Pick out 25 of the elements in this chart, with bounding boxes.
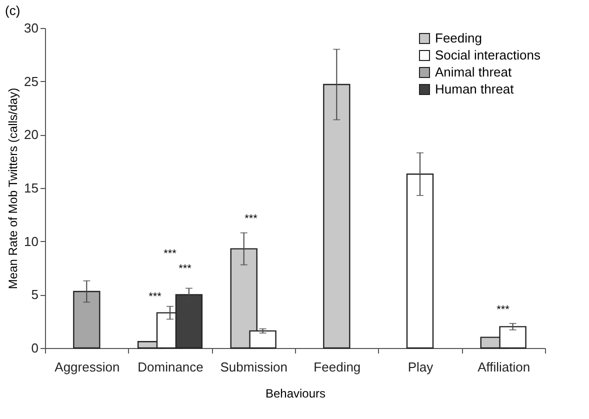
annotation: *** <box>178 263 192 275</box>
annotation: *** <box>164 248 178 260</box>
legend-label: Animal threat <box>435 64 512 80</box>
legend-label: Human threat <box>435 82 514 96</box>
legend-label: Social interactions <box>435 48 541 62</box>
legend-label: Feeding <box>435 30 482 46</box>
y-tick-label: 0 <box>31 340 38 356</box>
y-tick-label: 10 <box>24 234 38 249</box>
x-tick-label: Affiliation <box>478 360 530 374</box>
x-tick-label: Aggression <box>54 360 120 374</box>
y-tick-label: 15 <box>24 180 38 196</box>
y-tick-label: 25 <box>24 74 38 89</box>
y-tick-label: 20 <box>24 127 38 142</box>
annotation: *** <box>496 304 510 316</box>
chart-title: (c) <box>5 3 20 18</box>
y-tick-label: 5 <box>31 287 38 302</box>
x-tick-label: Submission <box>220 360 288 374</box>
x-tick-label: Dominance <box>138 360 204 374</box>
annotation: *** <box>148 291 162 303</box>
x-axis-title: Behaviours <box>265 386 326 400</box>
y-tick-label: 30 <box>24 20 38 36</box>
y-axis-title: Mean Rate of Mob Twitters (calls/day) <box>6 88 20 290</box>
annotation: *** <box>244 213 258 225</box>
x-tick-label: Play <box>408 360 434 374</box>
x-tick-label: Feeding <box>314 360 361 374</box>
